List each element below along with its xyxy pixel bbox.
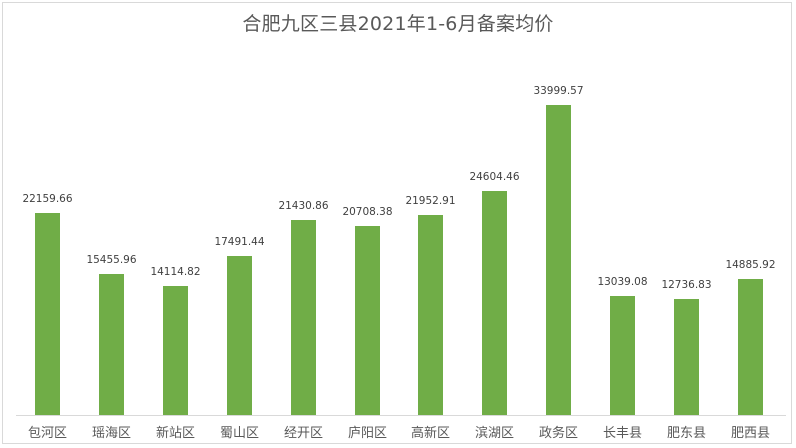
x-tick-label: 包河区: [27, 426, 67, 441]
chart-title: 合肥九区三县2021年1-6月备案均价: [242, 13, 554, 35]
x-tick-label: 高新区: [410, 426, 450, 441]
bar: [674, 299, 699, 415]
data-label: 12736.83: [661, 279, 712, 291]
bar: [418, 215, 443, 415]
bar: [482, 191, 507, 415]
bar: [227, 256, 252, 415]
data-label: 21430.86: [278, 200, 329, 212]
data-label: 15455.96: [86, 254, 137, 266]
x-tick-label: 长丰县: [602, 426, 642, 441]
x-tick-label: 经开区: [283, 426, 323, 441]
bar: [738, 279, 763, 415]
data-label: 13039.08: [597, 276, 648, 288]
x-tick-label: 新站区: [155, 426, 195, 441]
data-label: 14114.82: [150, 266, 201, 278]
chart-frame: [2, 2, 792, 444]
data-label: 22159.66: [22, 193, 73, 205]
bar: [99, 274, 124, 415]
bar: [291, 220, 316, 415]
bar: [355, 226, 380, 415]
x-tick-label: 蜀山区: [219, 426, 259, 441]
data-label: 24604.46: [469, 171, 520, 183]
x-tick-label: 政务区: [538, 426, 578, 441]
data-label: 20708.38: [342, 206, 393, 218]
x-tick-label: 肥东县: [666, 426, 706, 441]
bar: [610, 296, 635, 415]
x-tick-label: 滨湖区: [474, 426, 514, 441]
data-label: 14885.92: [725, 259, 776, 271]
x-axis-line: [16, 415, 786, 416]
plot-area: [16, 50, 786, 415]
bar: [546, 105, 571, 415]
x-tick-label: 庐阳区: [347, 426, 387, 441]
bar: [35, 213, 60, 415]
data-label: 21952.91: [405, 195, 456, 207]
bar: [163, 286, 188, 415]
x-tick-label: 瑶海区: [91, 426, 131, 441]
data-label: 17491.44: [214, 236, 265, 248]
x-tick-label: 肥西县: [730, 426, 770, 441]
data-label: 33999.57: [533, 85, 584, 97]
